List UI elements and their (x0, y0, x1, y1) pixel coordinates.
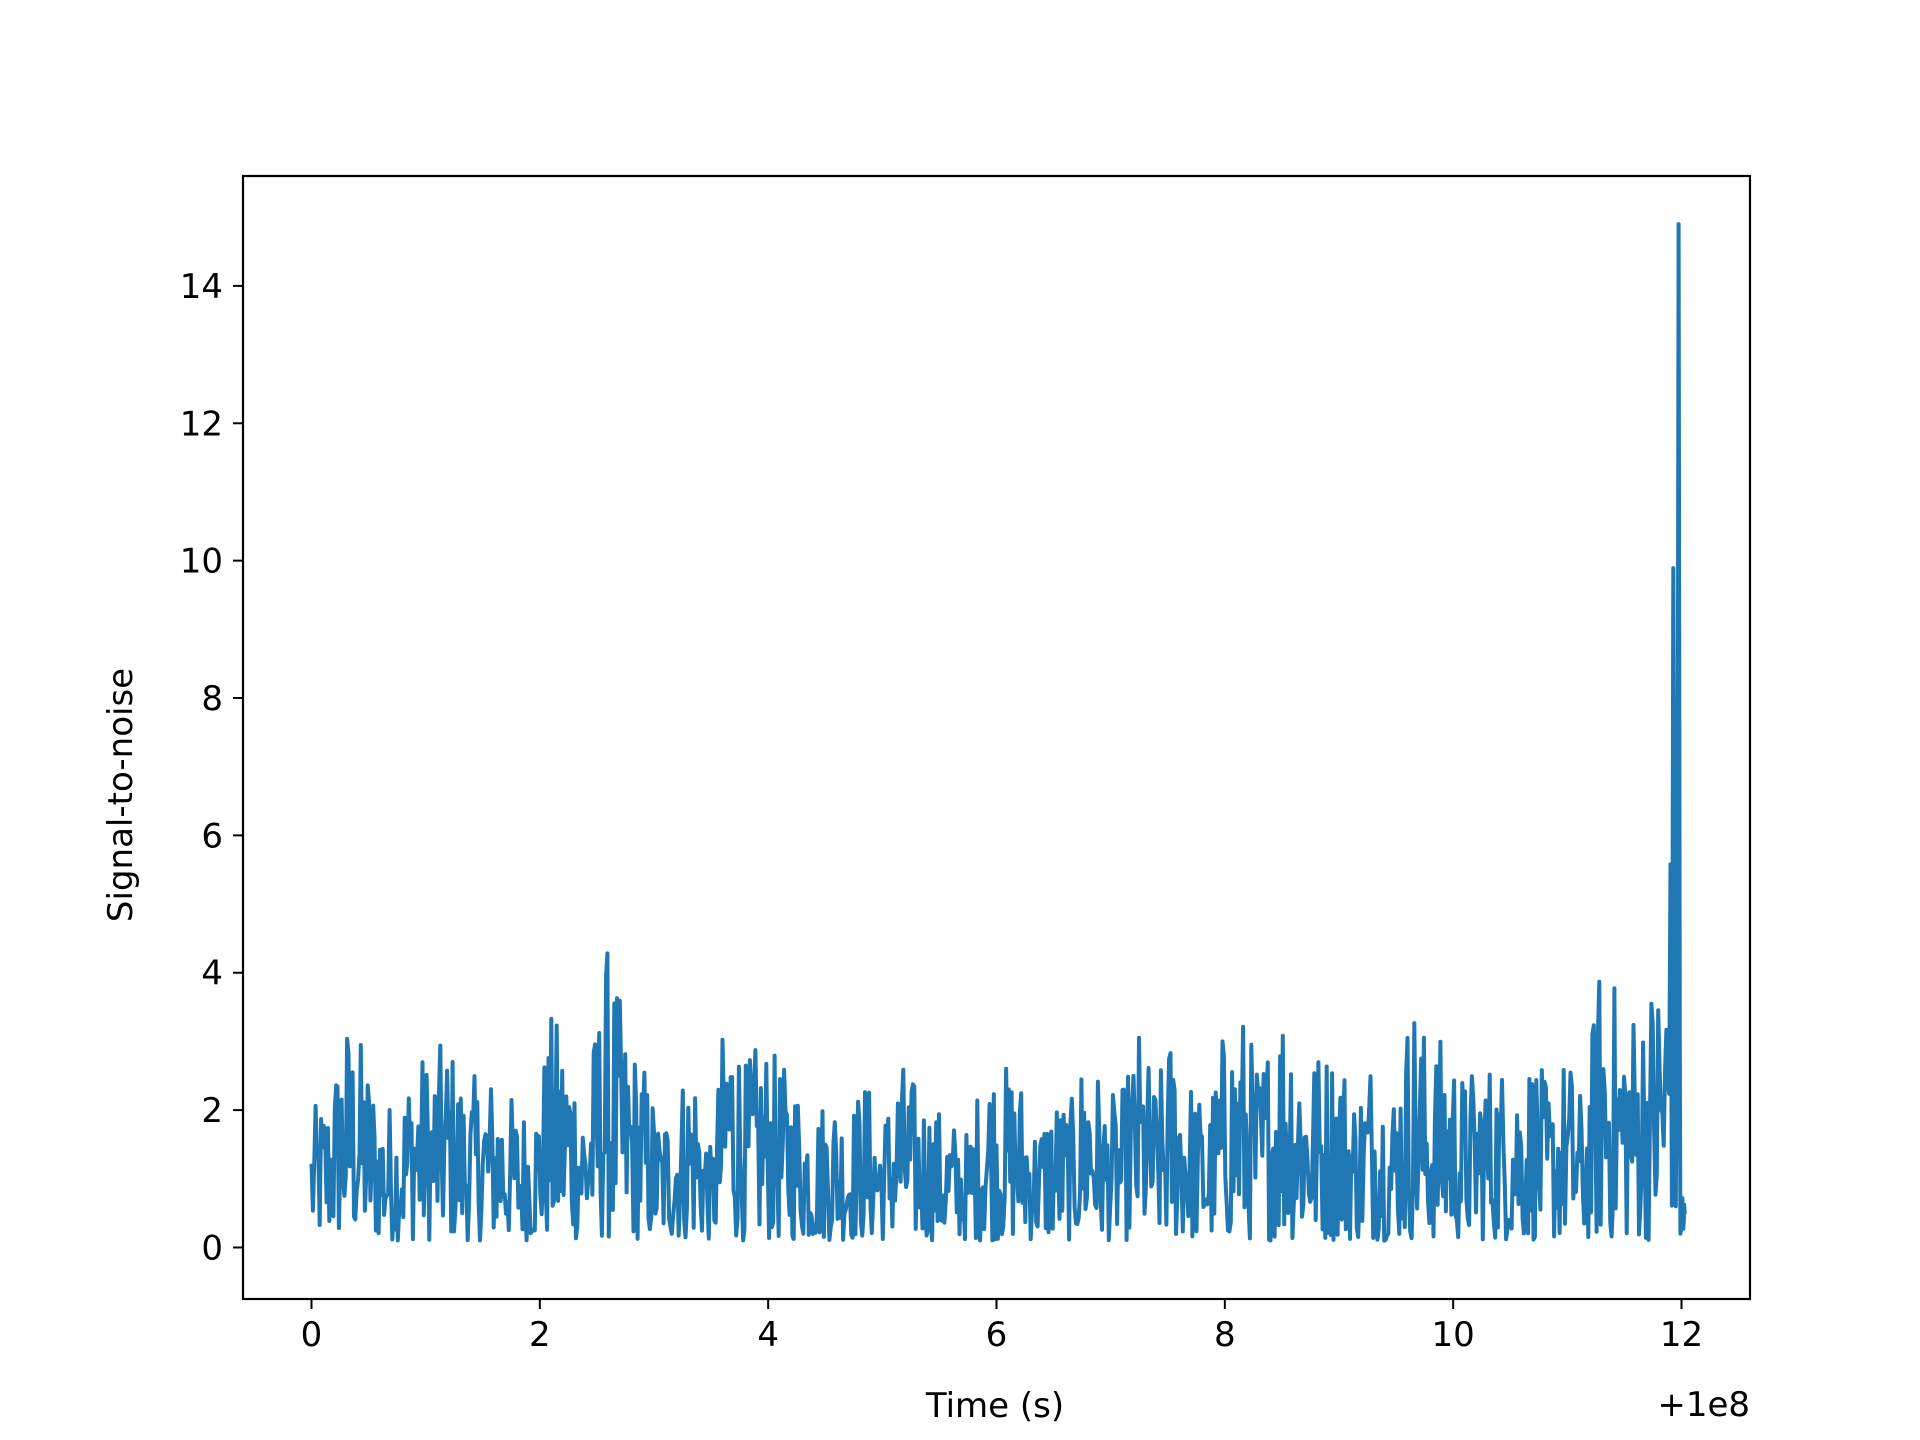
x-tick-label: 2 (529, 1315, 551, 1355)
y-tick-label: 10 (180, 542, 223, 582)
x-axis-offset-label: +1e8 (1657, 1385, 1750, 1425)
y-tick-label: 2 (201, 1091, 223, 1131)
y-axis-ticks: 0 2 4 6 8 10 12 14 (180, 267, 243, 1268)
y-tick-label: 4 (201, 954, 223, 994)
snr-series-line (309, 222, 1687, 1243)
x-tick-label: 10 (1432, 1315, 1475, 1355)
x-axis-label: Time (s) (925, 1386, 1064, 1426)
x-axis-ticks: 0 2 4 6 8 10 12 (301, 1299, 1703, 1355)
y-tick-label: 14 (180, 267, 223, 307)
plot-area (309, 222, 1687, 1243)
x-tick-label: 12 (1660, 1315, 1703, 1355)
x-tick-label: 0 (301, 1315, 323, 1355)
x-tick-label: 8 (1214, 1315, 1236, 1355)
y-tick-label: 6 (201, 816, 223, 856)
plot-frame (241, 174, 1752, 1301)
x-tick-label: 6 (986, 1315, 1008, 1355)
x-tick-label: 4 (757, 1315, 779, 1355)
y-tick-label: 12 (180, 404, 223, 444)
y-tick-label: 0 (201, 1228, 223, 1268)
y-axis-label: Signal-to-noise (101, 668, 141, 922)
y-tick-label: 8 (201, 679, 223, 719)
